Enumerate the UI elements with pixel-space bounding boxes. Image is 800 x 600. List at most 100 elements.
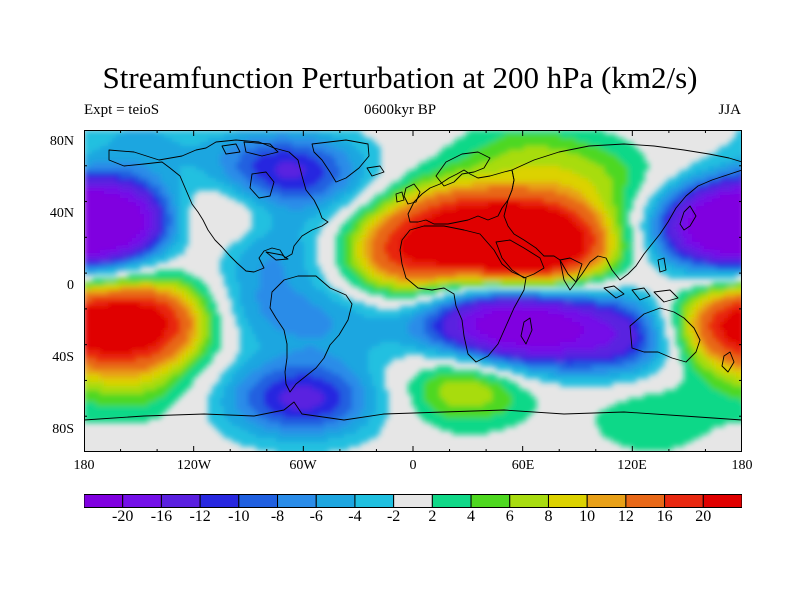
field-cell (480, 150, 485, 155)
field-cell (348, 194, 353, 199)
field-cell (140, 154, 145, 159)
field-cell (268, 146, 273, 151)
field-cell (168, 194, 173, 199)
field-cell (280, 130, 285, 135)
field-cell (544, 222, 549, 227)
field-cell (552, 146, 557, 151)
field-cell (460, 178, 465, 183)
field-cell (200, 174, 205, 179)
field-cell (276, 262, 281, 267)
field-cell (320, 218, 325, 223)
field-cell (556, 142, 561, 147)
field-cell (632, 146, 637, 151)
field-cell (324, 146, 329, 151)
field-cell (500, 182, 505, 187)
field-cell (364, 250, 369, 255)
field-cell (392, 250, 397, 255)
field-cell (356, 170, 361, 175)
field-cell (612, 190, 617, 195)
field-cell (524, 246, 529, 251)
field-cell (244, 174, 249, 179)
field-cell (304, 246, 309, 251)
field-cell (300, 226, 305, 231)
field-cell (716, 166, 721, 171)
field-cell (592, 214, 597, 219)
field-cell (404, 266, 409, 271)
field-cell (696, 182, 701, 187)
field-cell (276, 198, 281, 203)
field-cell (424, 202, 429, 207)
field-cell (700, 170, 705, 175)
field-cell (576, 174, 581, 179)
field-cell (260, 218, 265, 223)
field-cell (348, 142, 353, 147)
field-cell (572, 138, 577, 143)
field-cell (496, 218, 501, 223)
field-cell (168, 150, 173, 155)
field-cell (252, 230, 257, 235)
field-cell (348, 178, 353, 183)
field-cell (632, 162, 637, 167)
field-cell (348, 198, 353, 203)
field-cell (728, 218, 733, 223)
field-cell (504, 134, 509, 139)
field-cell (416, 210, 421, 215)
field-cell (296, 258, 301, 263)
field-cell (124, 134, 129, 139)
field-cell (456, 270, 461, 275)
field-cell (228, 134, 233, 139)
field-cell (344, 130, 349, 135)
field-cell (508, 154, 513, 159)
field-cell (268, 258, 273, 263)
field-cell (356, 222, 361, 227)
field-cell (708, 210, 713, 215)
field-cell (460, 158, 465, 163)
field-cell (536, 194, 541, 199)
field-cell (468, 162, 473, 167)
field-cell (456, 138, 461, 143)
field-cell (480, 262, 485, 267)
field-cell (284, 178, 289, 183)
field-cell (288, 194, 293, 199)
field-cell (580, 142, 585, 147)
field-cell (96, 162, 101, 167)
field-cell (400, 242, 405, 247)
field-cell (468, 206, 473, 211)
field-cell (308, 134, 313, 139)
field-cell (708, 166, 713, 171)
field-cell (96, 206, 101, 211)
field-cell (456, 238, 461, 243)
field-cell (284, 246, 289, 251)
field-cell (632, 150, 637, 155)
field-cell (256, 162, 261, 167)
field-cell (460, 230, 465, 235)
field-cell (668, 194, 673, 199)
field-cell (696, 162, 701, 167)
field-cell (200, 154, 205, 159)
field-cell (472, 214, 477, 219)
field-cell (692, 194, 697, 199)
field-cell (152, 210, 157, 215)
field-cell (504, 178, 509, 183)
field-cell (352, 194, 357, 199)
field-cell (304, 234, 309, 239)
field-cell (528, 202, 533, 207)
field-cell (300, 154, 305, 159)
field-cell (448, 162, 453, 167)
field-cell (612, 202, 617, 207)
field-cell (672, 178, 677, 183)
field-cell (180, 198, 185, 203)
field-cell (84, 170, 89, 175)
field-cell (700, 266, 705, 271)
field-cell (204, 162, 209, 167)
field-cell (100, 178, 105, 183)
field-cell (288, 230, 293, 235)
field-cell (460, 250, 465, 255)
field-cell (456, 150, 461, 155)
field-cell (116, 214, 121, 219)
field-cell (292, 182, 297, 187)
field-cell (620, 166, 625, 171)
field-cell (420, 210, 425, 215)
map-title: Streamfunction Perturbation at 200 hPa (… (102, 60, 698, 95)
field-cell (228, 270, 233, 275)
